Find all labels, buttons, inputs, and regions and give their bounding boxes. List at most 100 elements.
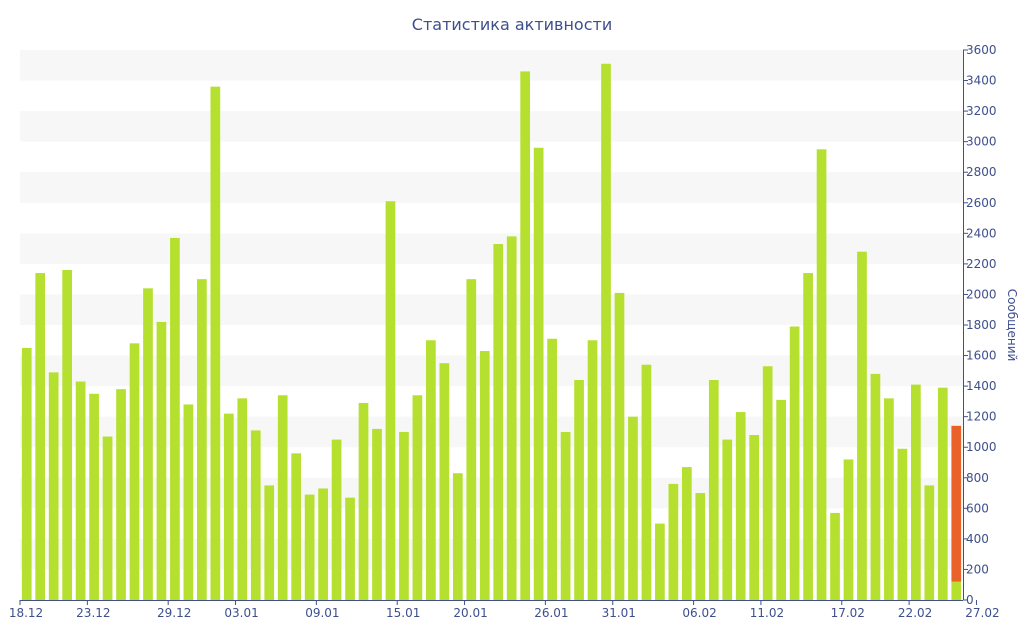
bar — [48, 372, 59, 600]
bar — [452, 473, 463, 600]
grid-band — [20, 50, 963, 81]
y-tick-label: 2600 — [966, 196, 997, 210]
bar — [924, 485, 935, 600]
y-ticks: 0 200 400 600 800 1000 1200 1400 1600 1800 2000 220… — [963, 43, 997, 607]
y-tick-label: 1200 — [966, 410, 997, 424]
bar — [223, 413, 234, 600]
bar — [170, 237, 180, 600]
bar — [250, 430, 261, 600]
bar — [264, 485, 275, 600]
x-ticks: 18.12 23.12 29.12 03.01 09.01 15.01 20.01 26.01… — [9, 600, 1000, 620]
bar — [722, 439, 733, 600]
bar — [412, 395, 423, 600]
bar — [116, 389, 126, 600]
bar — [897, 448, 908, 600]
y-tick-label: 1000 — [966, 440, 997, 454]
bar — [277, 395, 288, 600]
bar — [681, 467, 692, 600]
bar — [870, 373, 881, 600]
bar — [75, 381, 86, 600]
y-tick-label: 1400 — [966, 379, 997, 393]
bar — [789, 326, 800, 600]
x-tick-label: 23.12 — [76, 606, 110, 620]
bar — [830, 512, 840, 600]
y-tick-label: 2000 — [966, 287, 997, 301]
x-tick-label: 22.02 — [898, 606, 932, 620]
x-tick-label: 17.02 — [831, 606, 865, 620]
bar — [21, 347, 32, 600]
bar — [439, 363, 450, 600]
bar — [399, 431, 409, 600]
bar — [358, 402, 369, 600]
bar — [520, 71, 531, 600]
bar — [237, 398, 248, 600]
bar — [695, 493, 706, 600]
x-tick-label: 27.02 — [965, 606, 999, 620]
y-tick-label: 800 — [966, 471, 989, 485]
x-tick-label: 29.12 — [157, 606, 191, 620]
y-tick-label: 0 — [966, 593, 974, 607]
bar — [426, 340, 436, 600]
bar — [156, 321, 167, 600]
bar — [614, 292, 625, 600]
y-tick-label: 600 — [966, 501, 989, 515]
bar — [937, 387, 948, 600]
y-tick-label: 1600 — [966, 349, 997, 363]
bar — [655, 523, 665, 600]
bar — [641, 364, 652, 600]
bar — [479, 350, 490, 600]
bar — [560, 431, 571, 600]
bar — [35, 273, 46, 600]
bar — [129, 343, 140, 600]
y-tick-label: 200 — [966, 562, 989, 576]
x-tick-label: 18.12 — [9, 606, 43, 620]
bar — [372, 428, 382, 600]
bar — [197, 279, 207, 600]
bar — [533, 147, 544, 600]
bar — [884, 398, 894, 600]
x-tick-label: 31.01 — [602, 606, 636, 620]
bar — [143, 288, 153, 600]
x-tick-label: 03.01 — [224, 606, 258, 620]
bar-highlight — [951, 425, 962, 582]
y-tick-label: 2800 — [966, 165, 997, 179]
x-tick-label: 06.02 — [682, 606, 716, 620]
x-tick-label: 09.01 — [305, 606, 339, 620]
y-tick-label: 3200 — [966, 104, 997, 118]
bar — [506, 236, 517, 600]
bar — [911, 384, 921, 600]
bar — [183, 404, 194, 600]
bar — [749, 435, 760, 600]
bar — [89, 393, 99, 600]
bar — [547, 338, 557, 600]
bar — [951, 581, 962, 600]
bar — [210, 86, 221, 600]
x-tick-label: 20.01 — [453, 606, 487, 620]
y-axis-label: Сообщений — [1005, 289, 1019, 362]
bar — [601, 63, 611, 600]
bar — [668, 483, 679, 600]
y-tick-label: 3400 — [966, 74, 997, 88]
bar — [762, 366, 773, 600]
bar — [102, 436, 113, 600]
bar — [493, 244, 504, 600]
chart-title: Статистика активности — [412, 15, 612, 34]
bars — [21, 63, 962, 601]
grid-band — [20, 111, 963, 142]
bar — [587, 340, 598, 600]
bar — [776, 399, 786, 600]
bar — [735, 412, 746, 600]
bar — [385, 201, 396, 600]
bar — [331, 439, 342, 600]
bar — [466, 279, 477, 600]
y-tick-label: 3000 — [966, 135, 997, 149]
grid-band — [20, 172, 963, 203]
y-tick-label: 3600 — [966, 43, 997, 57]
y-tick-label: 1800 — [966, 318, 997, 332]
bar — [843, 459, 854, 600]
bar — [628, 416, 638, 600]
bar — [803, 273, 813, 600]
x-tick-label: 11.02 — [750, 606, 784, 620]
bar — [62, 270, 72, 600]
